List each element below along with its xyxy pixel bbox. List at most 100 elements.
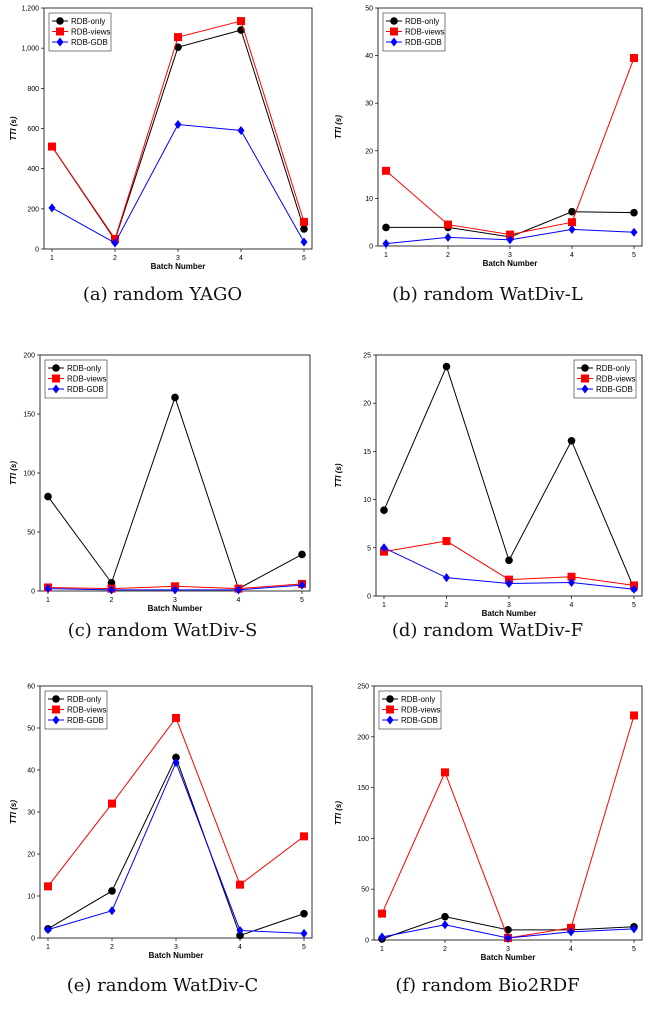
series-line — [381, 715, 635, 939]
legend-marker — [390, 17, 398, 25]
data-point — [382, 223, 390, 232]
legend-marker — [581, 384, 589, 394]
chart-panel-e: 0 10 20 30 40 50 60 1 2 3 4 5 Batch Number TTI (s) RDB… — [0, 678, 325, 1017]
x-tick-label: 1 — [380, 946, 384, 953]
data-point — [174, 119, 182, 129]
chart-svg-b: 0 10 20 30 40 50 1 2 3 4 5 Batch Number TTI (s) RDB-o… — [334, 6, 643, 268]
chart-panel-c: 0 50 100 150 200 1 2 3 4 5 Batch Number TTI (s) RDB-… — [0, 339, 325, 678]
x-tick-label: 1 — [46, 944, 50, 951]
data-point — [444, 232, 452, 242]
x-tick-label: 4 — [239, 255, 243, 262]
x-tick-label: 5 — [302, 944, 306, 951]
chart-panel-f: 0 50 100 150 200 250 1 2 3 4 5 Batch Number TTI (s) R… — [325, 678, 650, 1017]
data-point — [505, 556, 513, 565]
legend-marker — [52, 695, 60, 703]
data-point — [236, 880, 244, 889]
plot-frame: 0 5 10 15 20 25 1 2 3 4 5 Batch Number TTI (s) — [334, 353, 643, 618]
data-point — [443, 573, 450, 583]
y-tick-label: 100 — [23, 471, 35, 478]
data-point — [441, 768, 449, 777]
chart-svg-d: 0 5 10 15 20 25 1 2 3 4 5 Batch Number TTI (s) RDB-on… — [334, 353, 643, 618]
legend-label: RDB-GDB — [405, 38, 442, 47]
data-point — [300, 225, 308, 233]
legend-marker — [56, 27, 64, 36]
data-point — [171, 585, 179, 595]
y-tick-label: 60 — [27, 684, 35, 691]
data-point — [506, 235, 514, 245]
plot-frame: 0 10 20 30 40 50 60 1 2 3 4 5 Batch Number TTI (s) — [9, 684, 313, 960]
y-axis-label: TTI (s) — [9, 800, 18, 824]
legend-label: RDB-GDB — [71, 38, 108, 47]
legend-marker — [52, 364, 60, 372]
data-point — [630, 711, 638, 720]
y-axis-label: TTI (s) — [334, 115, 343, 139]
x-tick-label: 4 — [238, 944, 242, 951]
x-tick-label: 5 — [632, 602, 636, 609]
data-point — [300, 928, 308, 938]
x-axis-label: Batch Number — [482, 609, 537, 618]
legend-label: RDB-GDB — [67, 385, 104, 394]
chart-panel-a: 0 200 400 600 800 1,000 1,200 1 2 3 4 5 Batch Number… — [0, 0, 325, 339]
data-point — [300, 237, 308, 247]
data-point — [567, 927, 575, 937]
series-line — [47, 395, 303, 590]
y-tick-label: 150 — [23, 412, 35, 419]
y-tick-label: 40 — [27, 768, 35, 775]
data-point — [300, 217, 308, 226]
y-tick-label: 0 — [35, 247, 39, 254]
series-line — [47, 761, 305, 934]
plot-frame: 0 50 100 150 200 1 2 3 4 5 Batch Number TTI (s) — [9, 353, 311, 613]
data-point — [172, 757, 180, 767]
y-tick-label: 40 — [365, 53, 373, 60]
y-tick-label: 25 — [363, 353, 371, 360]
y-tick-label: 20 — [365, 148, 373, 155]
y-tick-label: 1,000 — [21, 46, 39, 53]
series-rdb-only — [48, 26, 308, 244]
x-axis-label: Batch Number — [151, 262, 206, 271]
x-tick-label: 3 — [507, 602, 511, 609]
data-point — [298, 550, 306, 559]
data-point — [506, 230, 514, 239]
x-tick-label: 1 — [50, 255, 54, 262]
legend-label: RDB-GDB — [67, 716, 104, 725]
series-line — [51, 29, 305, 242]
x-tick-label: 1 — [382, 602, 386, 609]
caption-a: (a) random YAGO — [82, 284, 243, 305]
y-tick-label: 1,200 — [21, 6, 39, 13]
y-axis-label: TTI (s) — [334, 801, 343, 825]
chart-svg-a: 0 200 400 600 800 1,000 1,200 1 2 3 4 5 Batch Number… — [9, 6, 313, 271]
data-point — [630, 208, 638, 217]
x-tick-label: 2 — [446, 252, 450, 259]
series-rdb-only — [44, 393, 306, 593]
x-tick-label: 3 — [174, 944, 178, 951]
series-line — [51, 123, 305, 244]
data-point — [237, 126, 245, 136]
data-point — [441, 920, 449, 930]
series-line — [51, 20, 305, 241]
series-line — [47, 716, 305, 887]
data-point — [108, 585, 115, 595]
caption-d: (d) random WatDiv-F — [391, 620, 584, 641]
legend-label: RDB-views — [71, 28, 111, 37]
y-tick-label: 10 — [363, 497, 371, 504]
legend-marker — [386, 705, 394, 714]
data-point — [172, 713, 180, 722]
data-point — [236, 931, 244, 940]
plot-frame: 0 50 100 150 200 250 1 2 3 4 5 Batch Number TTI (s) — [334, 684, 643, 962]
y-tick-label: 5 — [367, 545, 371, 552]
y-tick-label: 0 — [31, 589, 35, 596]
y-tick-label: 10 — [365, 196, 373, 203]
data-point — [111, 238, 119, 248]
data-point — [378, 909, 386, 918]
x-tick-label: 2 — [110, 597, 114, 604]
y-tick-label: 30 — [365, 101, 373, 108]
data-point — [108, 887, 116, 895]
legend-label: RDB-only — [67, 364, 101, 373]
data-point — [380, 506, 388, 515]
x-tick-label: 3 — [506, 946, 510, 953]
series-rdb-only — [44, 753, 308, 940]
data-point — [568, 224, 576, 234]
legend-label: RDB-views — [405, 28, 445, 37]
